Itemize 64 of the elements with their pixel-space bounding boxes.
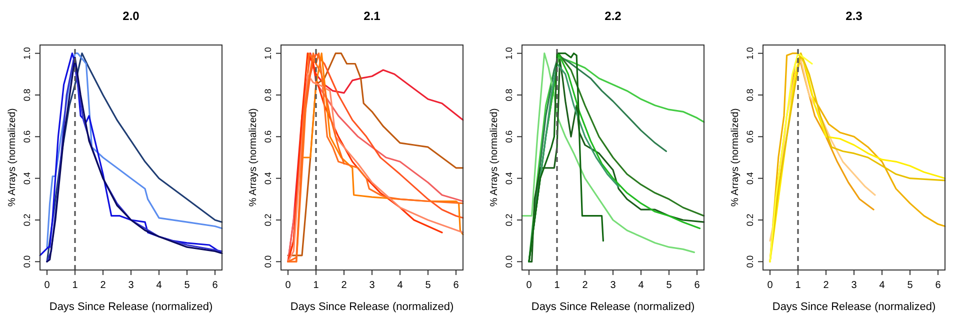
x-tick-label: 2 — [582, 280, 588, 291]
y-axis-title: % Arrays (normalized) — [248, 108, 259, 207]
chart-title: 2.2 — [604, 9, 622, 23]
x-axis-title: Days Since Release (normalized) — [531, 301, 695, 313]
x-tick-label: 1 — [795, 280, 802, 291]
y-tick-label: 0.2 — [22, 214, 32, 226]
x-tick-label: 4 — [397, 280, 404, 291]
y-tick-label: 0.6 — [263, 130, 273, 143]
x-tick-label: 0 — [526, 280, 532, 291]
y-tick-label: 0.6 — [745, 130, 755, 143]
y-tick-label: 0.0 — [263, 255, 273, 268]
chart-title: 2.0 — [122, 9, 140, 23]
x-tick-label: 5 — [425, 280, 432, 291]
x-tick-label: 5 — [907, 280, 914, 291]
y-axis-title: % Arrays (normalized) — [489, 108, 500, 207]
x-tick-label: 1 — [72, 280, 78, 291]
y-tick-label: 0.2 — [263, 214, 273, 226]
y-tick-label: 1.0 — [504, 47, 514, 60]
x-tick-label: 3 — [851, 280, 858, 291]
x-axis-title: Days Since Release (normalized) — [772, 301, 936, 313]
x-axis-title: Days Since Release (normalized) — [290, 301, 454, 313]
y-tick-label: 0.6 — [504, 130, 514, 143]
x-tick-label: 0 — [285, 280, 292, 291]
x-tick-label: 3 — [610, 280, 616, 291]
y-tick-label: 0.8 — [745, 88, 755, 102]
y-axis-title: % Arrays (normalized) — [730, 108, 741, 207]
x-tick-label: 4 — [156, 280, 162, 291]
x-tick-label: 6 — [212, 280, 218, 291]
x-tick-label: 6 — [935, 280, 942, 291]
x-tick-label: 0 — [767, 280, 774, 291]
y-tick-label: 0.4 — [22, 172, 32, 185]
x-tick-label: 4 — [879, 280, 886, 291]
y-tick-label: 0.8 — [504, 88, 514, 102]
y-tick-label: 0.8 — [22, 88, 32, 102]
x-tick-label: 0 — [44, 280, 50, 291]
x-tick-label: 5 — [184, 280, 190, 291]
x-tick-label: 5 — [666, 280, 672, 291]
y-tick-label: 0.6 — [22, 130, 32, 143]
y-tick-label: 0.4 — [745, 172, 755, 185]
y-tick-label: 0.2 — [745, 214, 755, 226]
x-tick-label: 1 — [554, 280, 560, 291]
chart-title: 2.1 — [364, 9, 381, 23]
y-tick-label: 0.8 — [263, 88, 273, 102]
x-tick-label: 6 — [453, 280, 460, 291]
x-tick-label: 4 — [638, 280, 644, 291]
y-tick-label: 0.2 — [504, 214, 514, 226]
x-tick-label: 2 — [100, 280, 106, 291]
y-tick-label: 1.0 — [22, 47, 32, 60]
x-tick-label: 2 — [341, 280, 348, 291]
x-tick-label: 6 — [694, 280, 700, 291]
x-tick-label: 3 — [369, 280, 376, 291]
x-tick-label: 2 — [823, 280, 830, 291]
x-tick-label: 1 — [313, 280, 320, 291]
y-tick-label: 1.0 — [263, 47, 273, 60]
y-tick-label: 0.0 — [22, 255, 32, 268]
x-tick-label: 3 — [128, 280, 134, 291]
y-axis-title: % Arrays (normalized) — [7, 108, 18, 207]
y-tick-label: 1.0 — [745, 47, 755, 60]
x-axis-title: Days Since Release (normalized) — [49, 301, 213, 313]
chart-title: 2.3 — [846, 9, 863, 23]
y-tick-label: 0.0 — [504, 255, 514, 268]
y-tick-label: 0.4 — [263, 172, 273, 185]
y-tick-label: 0.0 — [745, 255, 755, 268]
y-tick-label: 0.4 — [504, 172, 514, 185]
